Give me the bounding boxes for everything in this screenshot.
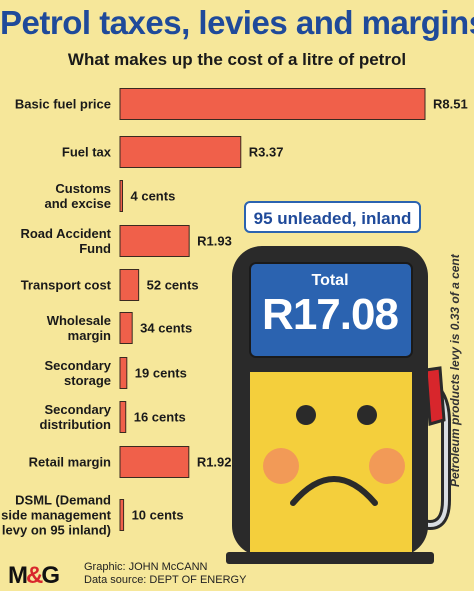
fuel-type-badge: 95 unleaded, inland [244,201,421,233]
value-label: 34 cents [140,321,192,336]
mg-logo: M&G [8,562,60,589]
category-label: Basic fuel price [15,97,111,112]
category-label: Transport cost [21,278,112,293]
category-label: Customs and excise [45,181,112,211]
value-label: R8.51 [433,97,468,112]
bar [119,269,140,301]
value-label: R1.93 [197,234,232,249]
chart-subtitle: What makes up the cost of a litre of pet… [67,50,407,69]
value-label: 52 cents [147,278,199,293]
value-label: 16 cents [134,410,186,425]
data-source: Data source: DEPT OF ENERGY [84,574,247,586]
bar [119,88,426,120]
graphic-credit: Graphic: JOHN McCANN [84,561,208,573]
value-label: 19 cents [135,366,187,381]
chart-title: Petrol taxes, levies and margins [0,4,474,41]
value-label: R1.92 [197,455,232,470]
bar [119,312,133,344]
category-label: Retail margin [29,455,111,470]
category-label: Secondary storage [45,358,112,388]
petrol-pump-illustration [226,246,451,564]
bar [119,225,190,257]
bar [119,357,128,389]
bar [119,446,190,478]
bar [119,499,125,531]
total-value: R17.08 [262,290,399,339]
value-label: 10 cents [132,508,184,523]
bar [119,180,123,212]
bar [119,401,127,433]
category-label: Fuel tax [62,145,112,160]
total-label: Total [311,272,349,289]
value-label: R3.37 [249,145,284,160]
side-note: Petroleum products levy is 0.33 of a cen… [448,254,462,487]
bar [119,136,242,168]
value-label: 4 cents [131,189,176,204]
credits: Graphic: JOHN McCANN Data source: DEPT O… [84,561,246,587]
category-label: Secondary distribution [40,402,112,432]
category-label: DSML (Demand side management levy on 95 in… [1,493,111,538]
category-label: Road Accident Fund [20,226,111,256]
category-label: Wholesale margin [47,313,111,343]
